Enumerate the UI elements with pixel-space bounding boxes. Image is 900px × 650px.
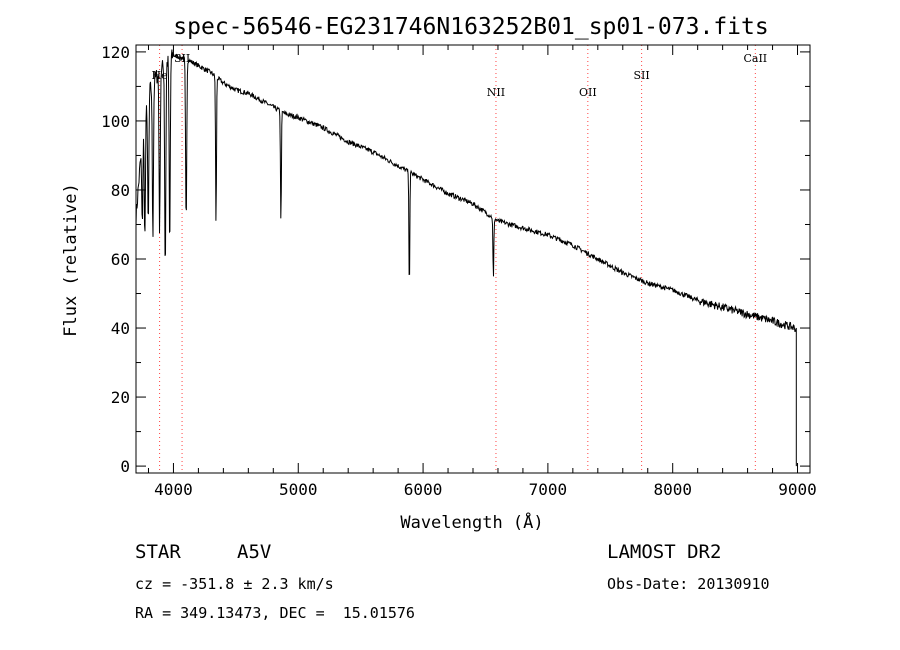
y-axis-label: Flux (relative) <box>61 183 81 337</box>
line-marker-label: OII <box>579 86 597 99</box>
line-marker-label: CaII <box>743 52 767 65</box>
x-tick-label: 6000 <box>404 480 443 499</box>
line-marker-label: He <box>152 69 168 82</box>
coordinates: RA = 349.13473, DEC = 15.01576 <box>135 604 415 622</box>
observation-date: Obs-Date: 20130910 <box>607 575 770 593</box>
redshift-value: cz = -351.8 ± 2.3 km/s <box>135 575 334 593</box>
y-tick-label: 40 <box>111 319 130 338</box>
spectral-class: A5V <box>237 541 272 563</box>
x-axis-label: Wavelength (Å) <box>400 511 543 533</box>
y-tick-label: 0 <box>120 457 130 476</box>
x-tick-label: 5000 <box>279 480 318 499</box>
x-tick-label: 4000 <box>154 480 193 499</box>
y-axis: 0 20 40 60 80 100 120 <box>101 43 810 476</box>
object-type: STAR <box>135 541 181 563</box>
x-tick-label: 9000 <box>778 480 817 499</box>
y-tick-label: 100 <box>101 112 130 131</box>
y-tick-label: 120 <box>101 43 130 62</box>
x-axis: 4000 5000 6000 7000 8000 9000 <box>147 45 817 499</box>
survey-name: LAMOST DR2 <box>607 541 722 563</box>
line-marker-label: NII <box>487 86 505 99</box>
y-tick-label: 80 <box>111 181 130 200</box>
line-marker-label: SII <box>634 69 650 82</box>
x-tick-label: 7000 <box>529 480 568 499</box>
x-tick-label: 8000 <box>653 480 692 499</box>
chart-title: spec-56546-EG231746N163252B01_sp01-073.f… <box>173 14 768 40</box>
y-tick-label: 20 <box>111 388 130 407</box>
spectrum-line <box>135 49 797 467</box>
y-tick-label: 60 <box>111 250 130 269</box>
plot-frame <box>135 44 811 474</box>
